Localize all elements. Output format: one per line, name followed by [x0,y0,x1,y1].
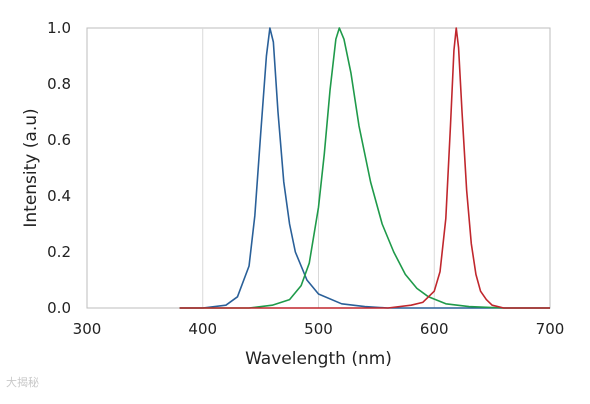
series-line-2 [179,27,550,309]
y-tick-label: 0.6 [47,131,71,149]
y-axis-label: Intensity (a.u) [21,108,41,227]
x-tick-label: 700 [536,320,565,338]
watermark-text: 大揭秘 [6,376,39,389]
y-tick-label: 0.0 [47,299,71,317]
x-tick-label: 600 [420,320,449,338]
x-tick-label: 300 [73,320,102,338]
tick-layer: 300 400 500 600 700 0.0 0.2 0.4 0.6 0.8 1.0 [47,19,564,338]
y-tick-label: 1.0 [47,19,71,37]
y-tick-label: 0.2 [47,243,71,261]
y-tick-label: 0.4 [47,187,71,205]
series-layer [179,27,550,309]
series-line-3 [179,27,550,309]
x-tick-label: 400 [188,320,217,338]
y-tick-label: 0.8 [47,75,71,93]
x-axis-label: Wavelength (nm) [245,349,392,369]
x-tick-label: 500 [304,320,333,338]
grid-layer [202,28,435,308]
